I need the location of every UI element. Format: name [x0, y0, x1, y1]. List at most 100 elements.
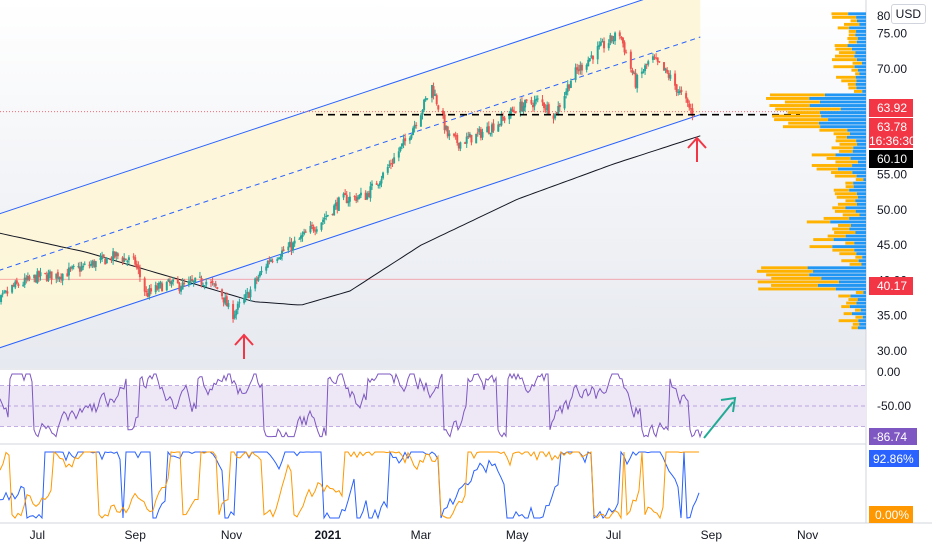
candle	[214, 283, 217, 287]
candle	[11, 284, 14, 293]
profile-bar	[772, 114, 822, 118]
candle	[618, 32, 621, 37]
candle	[56, 272, 59, 279]
candle	[44, 272, 47, 274]
candle	[61, 273, 64, 281]
candle	[380, 179, 383, 184]
candle	[552, 115, 555, 119]
channel-lower-line	[0, 114, 701, 349]
candle	[115, 252, 118, 257]
candle	[194, 277, 197, 283]
candle	[236, 303, 239, 310]
profile-bar	[853, 146, 866, 150]
profile-bar	[771, 283, 818, 287]
candle	[378, 182, 381, 186]
candle	[656, 57, 659, 62]
profile-bar	[836, 75, 856, 79]
candle	[400, 143, 403, 147]
candle	[640, 71, 643, 74]
candle	[382, 172, 385, 179]
candle	[610, 35, 613, 42]
candle	[399, 146, 402, 151]
profile-bar	[835, 139, 857, 143]
candle	[524, 99, 527, 108]
candle	[434, 94, 437, 96]
candle	[426, 98, 429, 100]
profile-bar	[824, 93, 866, 97]
candle	[651, 56, 654, 60]
candle	[88, 264, 91, 266]
candle	[557, 105, 560, 115]
candle	[170, 281, 173, 285]
currency-button[interactable]: USD	[890, 4, 926, 24]
candle	[26, 275, 29, 281]
stoch-d-label: 0.00%	[875, 508, 909, 522]
candle	[292, 242, 295, 251]
profile-bar	[854, 241, 866, 245]
candle	[99, 257, 102, 261]
candle	[287, 246, 290, 251]
candle	[82, 265, 85, 268]
time-tick-label: Mar	[411, 528, 432, 542]
profile-bar	[784, 100, 820, 104]
candle	[598, 44, 601, 48]
candle	[138, 269, 141, 278]
green-arrow-shaft	[703, 401, 734, 439]
candle	[336, 201, 339, 210]
profile-bar	[826, 156, 851, 160]
candle	[666, 69, 669, 73]
candle	[631, 70, 634, 74]
candle	[244, 293, 247, 299]
candle	[257, 277, 260, 281]
candle	[322, 219, 325, 223]
candle	[112, 251, 115, 262]
profile-bar	[855, 51, 866, 55]
profile-bar	[833, 238, 866, 242]
candle	[423, 99, 426, 110]
candle	[554, 113, 557, 119]
profile-bar	[819, 128, 848, 132]
candle	[457, 142, 460, 149]
candle	[467, 135, 470, 138]
candle	[145, 290, 148, 293]
profile-bar	[848, 12, 866, 16]
profile-bar	[809, 273, 866, 277]
candle	[55, 273, 58, 279]
profile-bar	[852, 171, 866, 175]
profile-bar	[855, 75, 866, 79]
profile-bar	[855, 72, 860, 76]
price-tick-label: 35.00	[877, 309, 907, 323]
candle	[633, 72, 636, 74]
candle	[91, 261, 94, 266]
candle	[36, 271, 39, 284]
candle	[569, 81, 572, 88]
profile-bar	[850, 19, 858, 23]
candle	[77, 266, 80, 268]
profile-bar	[847, 44, 866, 48]
candle	[83, 263, 86, 265]
profile-bar	[769, 93, 825, 97]
profile-bar	[855, 178, 864, 182]
candle	[311, 224, 314, 226]
candle	[154, 285, 157, 293]
time-axis[interactable]: Jul Sep Nov 2021 Mar May Jul Sep Nov	[30, 528, 819, 542]
profile-bar	[841, 79, 857, 83]
stoch-pane-bg	[0, 446, 866, 522]
candle	[293, 240, 296, 244]
candle	[535, 98, 538, 101]
candle	[290, 242, 293, 251]
candle	[325, 216, 328, 218]
candle	[66, 273, 69, 277]
candle	[334, 202, 337, 207]
price-tag-label: 60.10	[877, 152, 907, 166]
candle	[530, 100, 533, 104]
candle	[266, 261, 269, 268]
candle	[508, 114, 511, 120]
candle	[209, 282, 212, 284]
profile-bar	[838, 280, 866, 284]
candle	[72, 265, 75, 267]
price-tick-label: 30.00	[877, 344, 907, 358]
sma-line	[0, 135, 701, 306]
price-axis[interactable]: 30.0035.0040.0045.0050.0055.0060.0065.00…	[869, 9, 919, 523]
